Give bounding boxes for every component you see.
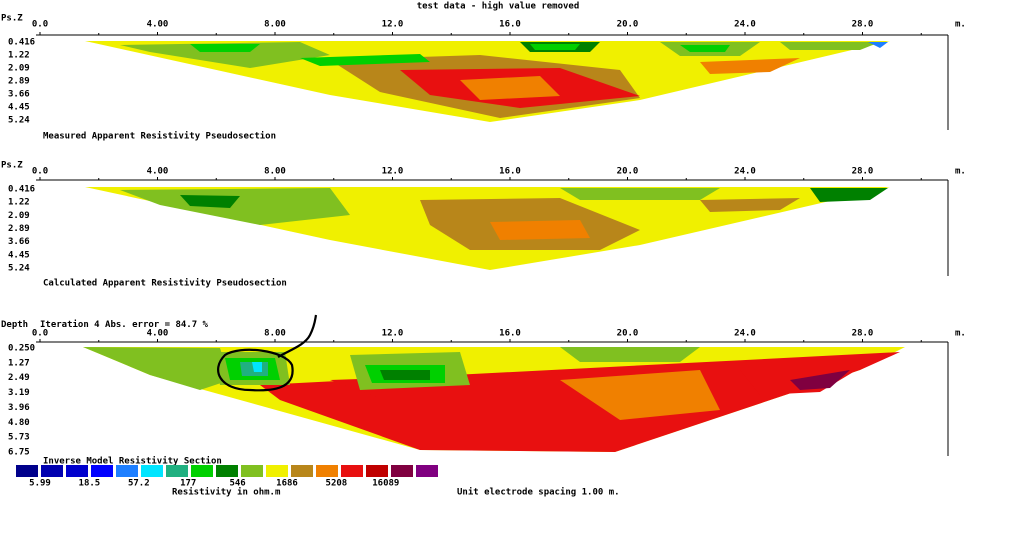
legend-swatch: [91, 465, 113, 477]
depth-tick-label: 3.66: [8, 90, 30, 100]
footer: Unit electrode spacing 1.00 m.: [457, 487, 620, 498]
x-tick-label: 0.0: [32, 20, 48, 30]
legend-label: 5208: [326, 479, 348, 489]
x-tick-label: 12.0: [382, 167, 404, 177]
legend-swatch: [166, 465, 188, 477]
legend-swatch: [66, 465, 88, 477]
depth-tick-label: 0.416: [8, 185, 35, 195]
unit-label: m.: [955, 167, 966, 177]
x-tick-label: 4.00: [147, 329, 169, 339]
legend-label: 16089: [372, 479, 399, 489]
depth-tick-label: 2.89: [8, 77, 30, 87]
section-caption: Inverse Model Resistivity Section: [43, 456, 222, 467]
depth-tick-label: 5.24: [8, 116, 30, 126]
depth-tick-label: 3.96: [8, 403, 30, 413]
depth-tick-label: 2.89: [8, 224, 30, 234]
calculated-section: [85, 187, 890, 270]
section-caption: Measured Apparent Resistivity Pseudosect…: [43, 131, 276, 142]
x-tick-label: 8.00: [264, 329, 286, 339]
legend-swatch: [241, 465, 263, 477]
legend-swatch: [266, 465, 288, 477]
x-tick-label: 16.0: [499, 167, 521, 177]
legend-swatch: [41, 465, 63, 477]
section-caption: Calculated Apparent Resistivity Pseudose…: [43, 278, 287, 289]
x-tick-label: 20.0: [617, 20, 639, 30]
depth-label: Ps.Z: [1, 161, 23, 171]
depth-tick-label: 2.09: [8, 211, 30, 221]
legend-title: Resistivity in ohm.m: [172, 487, 281, 498]
depth-tick-label: 2.49: [8, 373, 30, 383]
depth-tick-label: 4.45: [8, 103, 30, 113]
legend-swatch: [216, 465, 238, 477]
depth-tick-label: 5.73: [8, 433, 30, 443]
legend-swatch: [141, 465, 163, 477]
depth-tick-label: 0.250: [8, 344, 35, 354]
depth-tick-label: 0.416: [8, 38, 35, 48]
depth-tick-label: 5.24: [8, 264, 30, 274]
legend-swatch: [316, 465, 338, 477]
x-tick-label: 8.00: [264, 20, 286, 30]
inverse-section: [83, 347, 905, 452]
x-tick-label: 0.0: [32, 167, 48, 177]
legend-label: 57.2: [128, 479, 150, 489]
legend-swatch: [116, 465, 138, 477]
title: test data - high value removed: [417, 1, 580, 12]
x-tick-label: 4.00: [147, 167, 169, 177]
x-tick-label: 24.0: [734, 167, 756, 177]
x-tick-label: 4.00: [147, 20, 169, 30]
legend-swatch: [391, 465, 413, 477]
x-tick-label: 28.0: [852, 20, 874, 30]
measured-section: [85, 41, 890, 122]
x-tick-label: 12.0: [382, 20, 404, 30]
depth-tick-label: 1.22: [8, 51, 30, 61]
legend-swatch: [416, 465, 438, 477]
x-tick-label: 24.0: [734, 329, 756, 339]
x-tick-label: 0.0: [32, 329, 48, 339]
depth-tick-label: 6.75: [8, 448, 30, 458]
legend-swatch: [341, 465, 363, 477]
x-tick-label: 8.00: [264, 167, 286, 177]
x-tick-label: 28.0: [852, 329, 874, 339]
iteration-text: Depth Iteration 4 Abs. error = 84.7 %: [1, 319, 209, 330]
legend-label: 18.5: [79, 479, 101, 489]
depth-tick-label: 2.09: [8, 64, 30, 74]
depth-tick-label: 4.45: [8, 250, 30, 260]
legend-swatch: [16, 465, 38, 477]
legend-swatch: [366, 465, 388, 477]
x-tick-label: 16.0: [499, 20, 521, 30]
depth-tick-label: 1.27: [8, 358, 30, 368]
x-tick-label: 16.0: [499, 329, 521, 339]
annotation-circle: [217, 314, 318, 392]
depth-tick-label: 3.19: [8, 388, 30, 398]
x-tick-label: 24.0: [734, 20, 756, 30]
unit-label: m.: [955, 20, 966, 30]
legend-swatch: [191, 465, 213, 477]
x-tick-label: 12.0: [382, 329, 404, 339]
depth-tick-label: 4.80: [8, 418, 30, 428]
x-tick-label: 20.0: [617, 167, 639, 177]
legend-label: 5.99: [29, 479, 51, 489]
depth-tick-label: 1.22: [8, 198, 30, 208]
unit-label: m.: [955, 329, 966, 339]
depth-label: Ps.Z: [1, 14, 23, 24]
depth-tick-label: 3.66: [8, 237, 30, 247]
legend-label: 1686: [276, 479, 298, 489]
legend-label: 546: [229, 479, 245, 489]
x-tick-label: 20.0: [617, 329, 639, 339]
x-tick-label: 28.0: [852, 167, 874, 177]
legend-label: 177: [180, 479, 196, 489]
legend-swatch: [291, 465, 313, 477]
